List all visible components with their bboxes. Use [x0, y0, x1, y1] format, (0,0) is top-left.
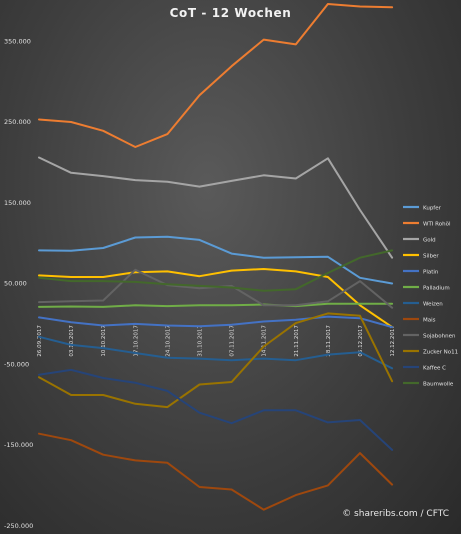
source-credit: © shareribs.com / CFTC [342, 509, 449, 519]
series-line [38, 268, 394, 329]
x-tick-label: 03.10.2017 [69, 325, 75, 357]
x-tick-label: 10.10.2017 [101, 325, 107, 357]
y-tick-label: 250.000 [4, 118, 31, 126]
x-tick-label: 17.10.2017 [133, 325, 139, 357]
series-line [38, 368, 394, 451]
legend-entry: Zucker No11 [423, 350, 458, 356]
x-tick-label: 26.09.2017 [37, 325, 43, 357]
legend-entry: Weizen [423, 302, 443, 308]
x-tick-label: 21.11.2017 [294, 325, 300, 357]
series-line [38, 432, 394, 511]
series-line [38, 249, 394, 292]
y-tick-label: 350.000 [4, 37, 31, 45]
series-line [38, 3, 394, 148]
legend-entry: Baumwolle [423, 382, 454, 388]
x-tick-label: 24.10.2017 [165, 325, 171, 357]
series-line [38, 235, 394, 285]
x-tick-label: 31.10.2017 [198, 325, 204, 357]
x-tick-label: 07.11.2017 [230, 325, 236, 357]
legend-entry: Palladium [423, 286, 450, 292]
y-tick-label: 150.000 [4, 199, 31, 207]
legend-entry: Gold [423, 238, 436, 244]
x-tick-label: 14.11.2017 [262, 325, 268, 357]
series-line [38, 335, 394, 370]
legend-entry: Sojabohnen [423, 334, 456, 340]
legend-entry: WTI Rohöl [423, 222, 451, 228]
series-line [38, 312, 394, 409]
x-tick-label: 05.12.2017 [358, 325, 364, 357]
x-tick-label: 28.11.2017 [326, 325, 332, 357]
series-line [38, 156, 394, 259]
y-tick-label: -250.000 [4, 522, 33, 530]
legend-entry: Kupfer [423, 206, 442, 212]
legend-entry: Silber [423, 254, 439, 260]
series-line [38, 302, 394, 308]
y-tick-label: 50.000 [4, 280, 27, 288]
legend-entry: Mais [423, 318, 436, 324]
x-tick-label: 12.12.2017 [390, 325, 396, 357]
series-line [38, 315, 394, 329]
y-tick-label: -150.000 [4, 441, 33, 449]
legend-entry: Platin [423, 270, 439, 276]
series-line [38, 268, 394, 309]
y-tick-label: -50.000 [4, 360, 29, 368]
legend-entry: Kaffee C [423, 366, 446, 372]
chart-title: CoT - 12 Wochen [169, 6, 292, 20]
